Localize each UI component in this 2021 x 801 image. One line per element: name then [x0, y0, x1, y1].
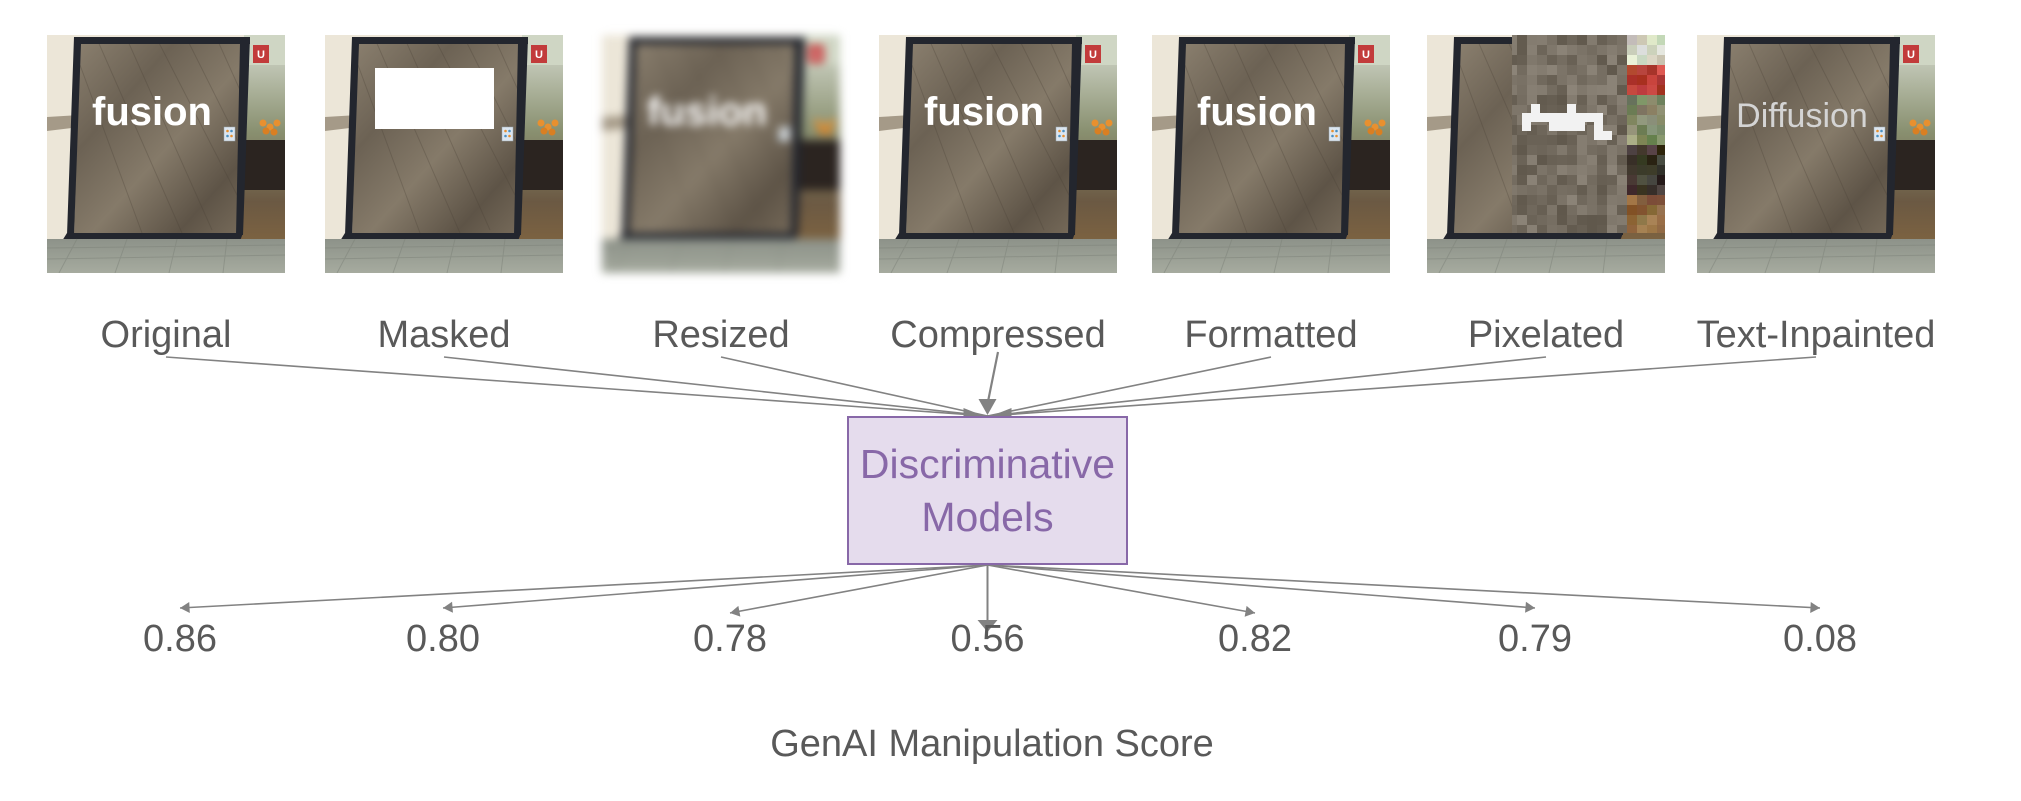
svg-text:fusion: fusion: [92, 90, 212, 134]
svg-text:U: U: [812, 49, 820, 61]
svg-text:U: U: [257, 49, 265, 61]
svg-text:U: U: [1907, 49, 1915, 61]
svg-text:U: U: [535, 49, 543, 61]
svg-text:fusion: fusion: [1197, 90, 1317, 134]
svg-text:fusion: fusion: [647, 90, 767, 134]
svg-text:U: U: [1362, 49, 1370, 61]
svg-text:fusion: fusion: [924, 90, 1044, 134]
svg-text:U: U: [1089, 49, 1097, 61]
svg-text:Diffusion: Diffusion: [1736, 97, 1868, 135]
